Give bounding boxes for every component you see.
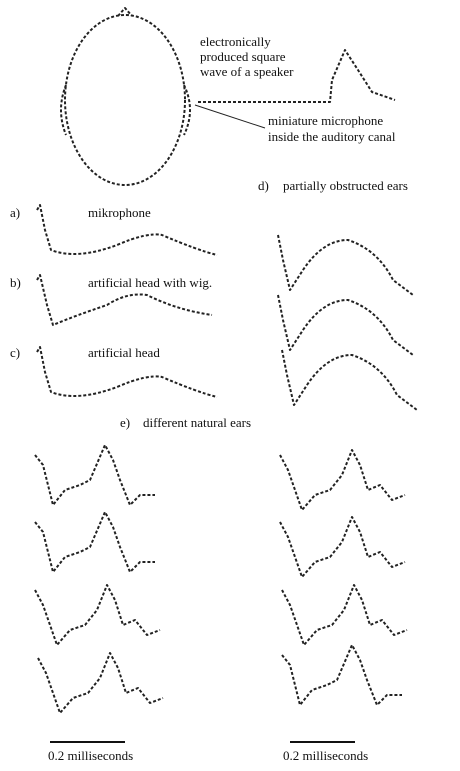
speaker-label: electronically <box>200 34 271 49</box>
panel-label: artificial head <box>88 345 160 360</box>
waveform <box>282 350 417 410</box>
panel-letter: d) <box>258 178 269 193</box>
waveform <box>38 653 163 713</box>
mic-label: miniature microphone <box>268 113 383 128</box>
panel-letter: e) <box>120 415 130 430</box>
waveform <box>35 512 155 572</box>
panel-letter: c) <box>10 345 20 360</box>
speaker-label: produced square <box>200 49 286 64</box>
mic-label: inside the auditory canal <box>268 129 396 144</box>
waveform <box>280 517 405 577</box>
panel-letter: b) <box>10 275 21 290</box>
panel-label: artificial head with wig. <box>88 275 212 290</box>
figure: electronically produced square wave of a… <box>0 0 460 771</box>
waveform <box>278 235 413 295</box>
scale-label: 0.2 milliseconds <box>48 748 133 763</box>
waveform <box>282 645 402 705</box>
waveform <box>280 450 405 510</box>
waveform <box>278 295 413 355</box>
panel-label: partially obstructed ears <box>283 178 408 193</box>
panel-label: mikrophone <box>88 205 151 220</box>
panel-label: different natural ears <box>143 415 251 430</box>
scale-label: 0.2 milliseconds <box>283 748 368 763</box>
speaker-label: wave of a speaker <box>200 64 294 79</box>
waveform <box>282 585 407 645</box>
panel-letter: a) <box>10 205 20 220</box>
waveform <box>35 445 155 505</box>
waveform <box>35 585 160 645</box>
